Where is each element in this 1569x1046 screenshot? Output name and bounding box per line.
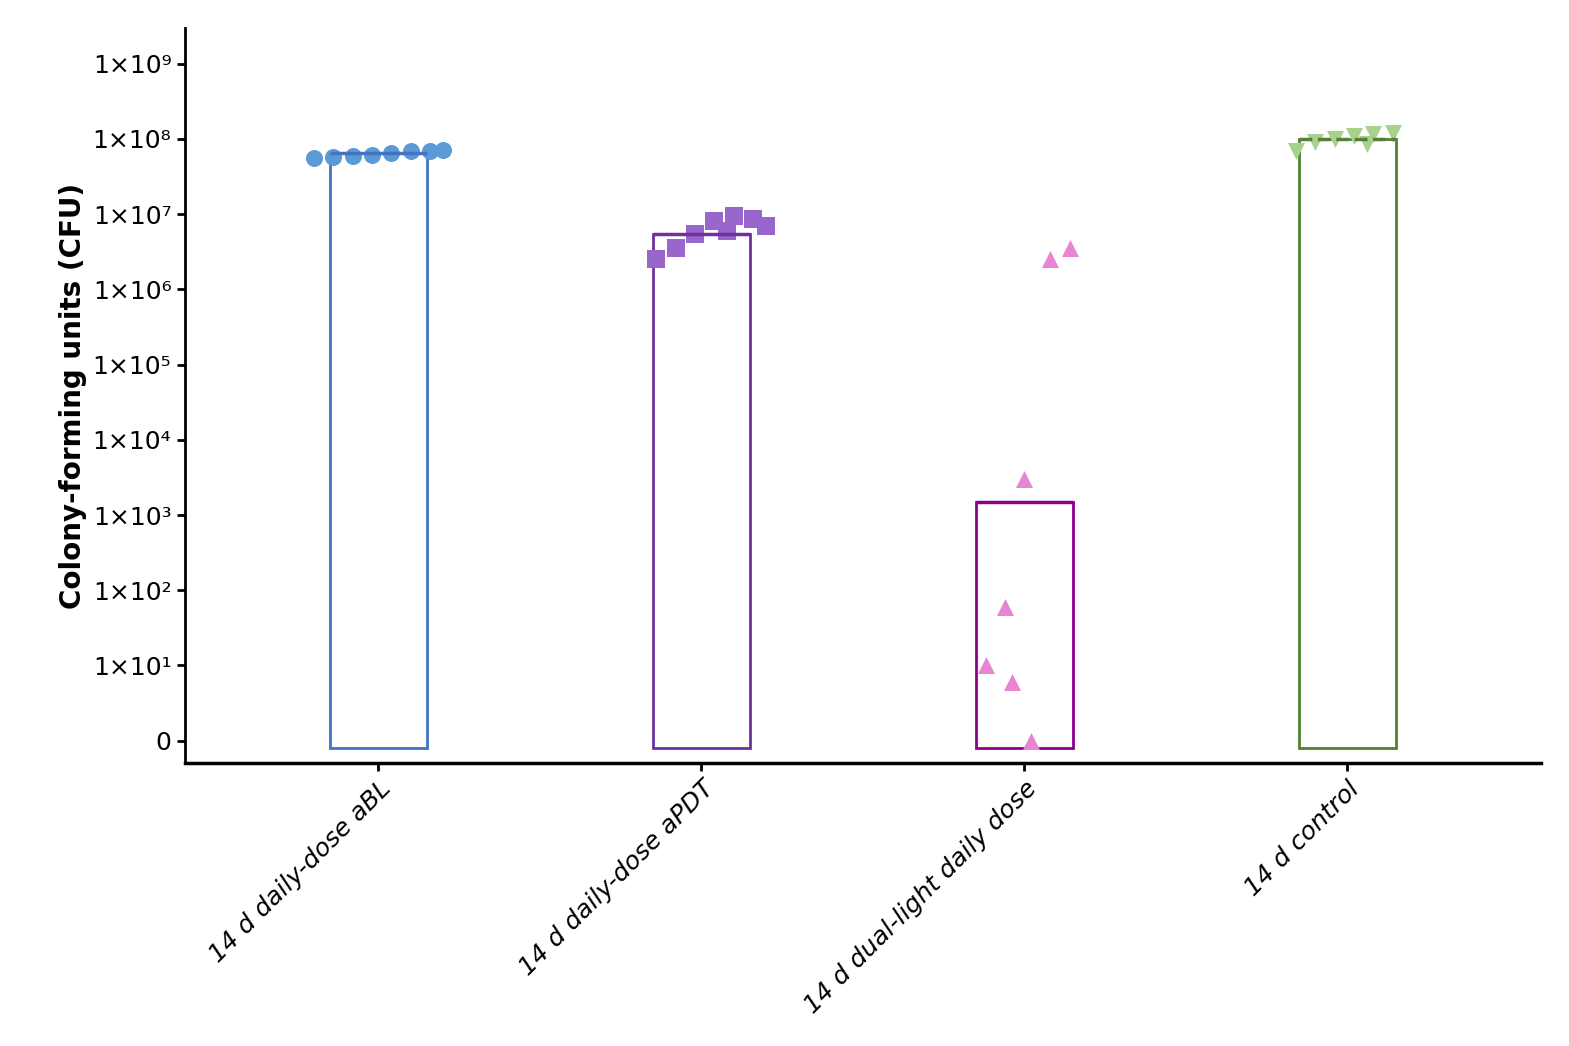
Point [1360,126,1385,142]
Point [683,225,708,242]
Point [999,674,1025,690]
Point [1058,241,1083,257]
Point [359,146,384,163]
Point [664,241,689,257]
Y-axis label: Colony-forming units (CFU): Colony-forming units (CFU) [60,182,88,609]
Point [301,150,326,166]
Point [417,142,442,159]
Bar [329,153,427,748]
Point [1283,142,1309,159]
Point [1354,136,1379,153]
Point [643,251,668,268]
Point [1037,251,1062,268]
Point [1381,124,1406,141]
Point [1018,732,1043,749]
Point [701,213,726,230]
Point [1323,131,1348,147]
Point [722,207,747,224]
Point [715,223,741,240]
Point [973,657,998,674]
Point [378,144,403,161]
Point [1341,128,1367,144]
Point [753,218,778,234]
Point [993,598,1018,615]
Point [320,149,345,165]
Point [430,141,455,158]
Point [741,211,766,228]
Point [399,143,424,160]
Point [1302,134,1327,151]
Bar [1299,139,1396,748]
Point [340,147,366,164]
Bar [653,233,750,748]
Bar [976,502,1073,748]
Point [1012,471,1037,487]
